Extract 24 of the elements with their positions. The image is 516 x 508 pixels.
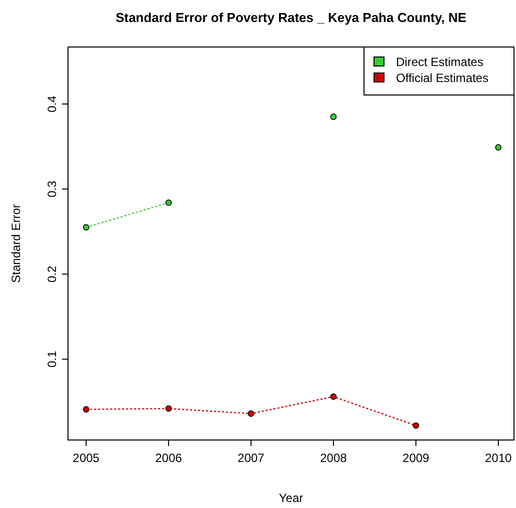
point bbox=[495, 144, 502, 151]
point bbox=[248, 410, 254, 417]
legend-label: Direct Estimates bbox=[396, 55, 484, 69]
y-axis-title: Standard Error bbox=[9, 204, 23, 283]
x-tick-label: 2009 bbox=[402, 451, 430, 465]
x-axis-title: Year bbox=[278, 491, 304, 505]
y-tick-label: 0.3 bbox=[45, 180, 59, 198]
y-tick-label: 0.4 bbox=[45, 95, 59, 112]
x-tick-label: 2008 bbox=[320, 451, 348, 465]
point bbox=[82, 406, 90, 413]
point bbox=[165, 199, 172, 206]
x-tick-label: 2007 bbox=[238, 451, 265, 465]
point bbox=[165, 405, 172, 412]
chart-title: Standard Error of Poverty Rates _ Keya Paha County, NE bbox=[116, 10, 467, 25]
x-tick-label: 2010 bbox=[484, 451, 512, 465]
x-tick-label: 2006 bbox=[155, 451, 182, 465]
y-tick-label: 0.2 bbox=[45, 265, 59, 282]
point bbox=[82, 224, 90, 231]
point bbox=[412, 422, 420, 429]
point bbox=[330, 114, 337, 120]
x-tick-label: 2005 bbox=[72, 451, 100, 465]
legend-label: Official Estimates bbox=[396, 71, 488, 85]
y-tick-label: 0.1 bbox=[45, 350, 59, 368]
point bbox=[330, 393, 337, 400]
